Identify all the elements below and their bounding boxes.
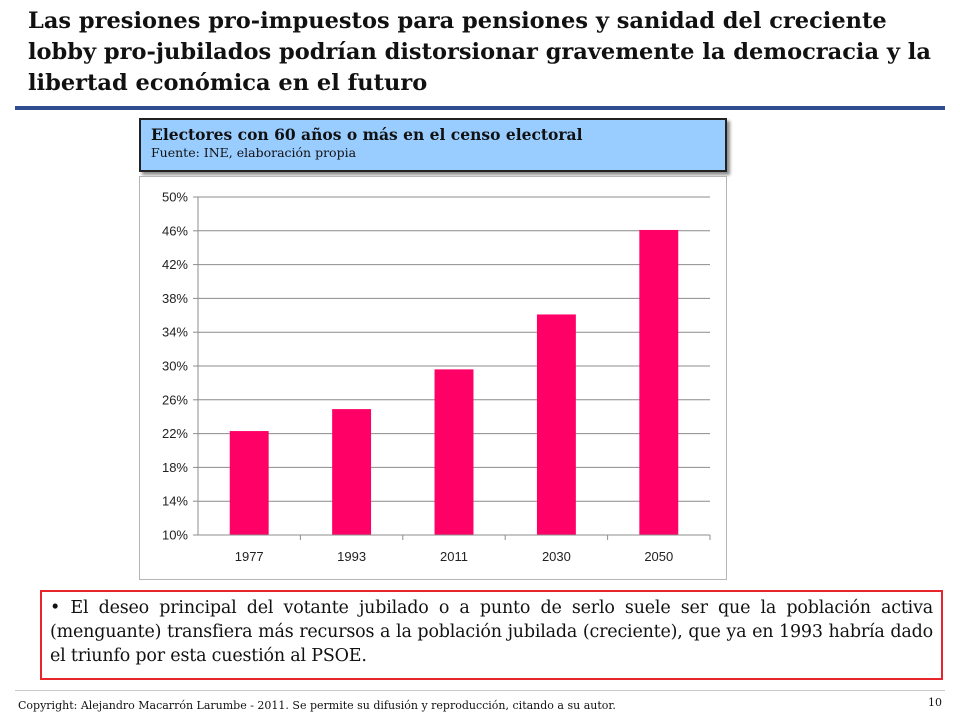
y-tick-label: 26% [162, 392, 188, 407]
bar-1993 [332, 409, 372, 535]
chart-area: 10% 14% 18% 22% 26% 30% 34% 38% 42% 46% 50% 1977 19… [139, 176, 727, 580]
bar-2050 [639, 229, 679, 535]
bullet-text-box: • El deseo principal del votante jubilad… [40, 590, 943, 680]
x-tick-label: 1977 [235, 549, 264, 564]
x-tick-label: 1993 [337, 549, 366, 564]
y-tick-label: 34% [162, 325, 188, 340]
y-tick-label: 10% [162, 528, 188, 543]
bullet-marker: • [50, 598, 71, 618]
chart-title: Electores con 60 años o más en el censo … [151, 125, 583, 144]
x-tick-label: 2050 [644, 549, 673, 564]
y-tick-label: 42% [162, 257, 188, 272]
y-tick-labels: 10% 14% 18% 22% 26% 30% 34% 38% 42% 46% 50% [162, 190, 188, 543]
bars [229, 229, 679, 535]
title-divider [15, 106, 945, 110]
x-tick-labels: 1977 1993 2011 2030 2050 [235, 549, 674, 564]
page-number: 10 [928, 696, 942, 709]
bar-2011 [434, 369, 474, 535]
y-tick-label: 46% [162, 223, 188, 238]
bar-1977 [229, 431, 269, 535]
y-tick-label: 14% [162, 494, 188, 509]
chart-source: Fuente: INE, elaboración propia [151, 145, 357, 160]
bar-chart: 10%14%18%22%26%30%34%38%42%46%50% 1977 19… [162, 190, 711, 564]
footer-divider [15, 690, 945, 691]
y-tick-label: 38% [162, 291, 188, 306]
y-tick-label: 18% [162, 460, 188, 475]
chart-header-box: Electores con 60 años o más en el censo … [139, 118, 727, 172]
x-tick-label: 2011 [440, 549, 468, 564]
x-tick-label: 2030 [542, 549, 571, 564]
y-tick-label: 30% [162, 359, 188, 374]
y-tick-label: 22% [162, 426, 188, 441]
copyright-footer: Copyright: Alejandro Macarrón Larumbe - … [18, 699, 616, 712]
bullet-text: El deseo principal del votante jubilado … [50, 598, 933, 666]
slide-title: Las presiones pro-impuestos para pension… [28, 8, 931, 96]
bar-2030 [536, 314, 576, 535]
y-tick-label: 50% [162, 190, 188, 205]
axes [193, 196, 711, 540]
